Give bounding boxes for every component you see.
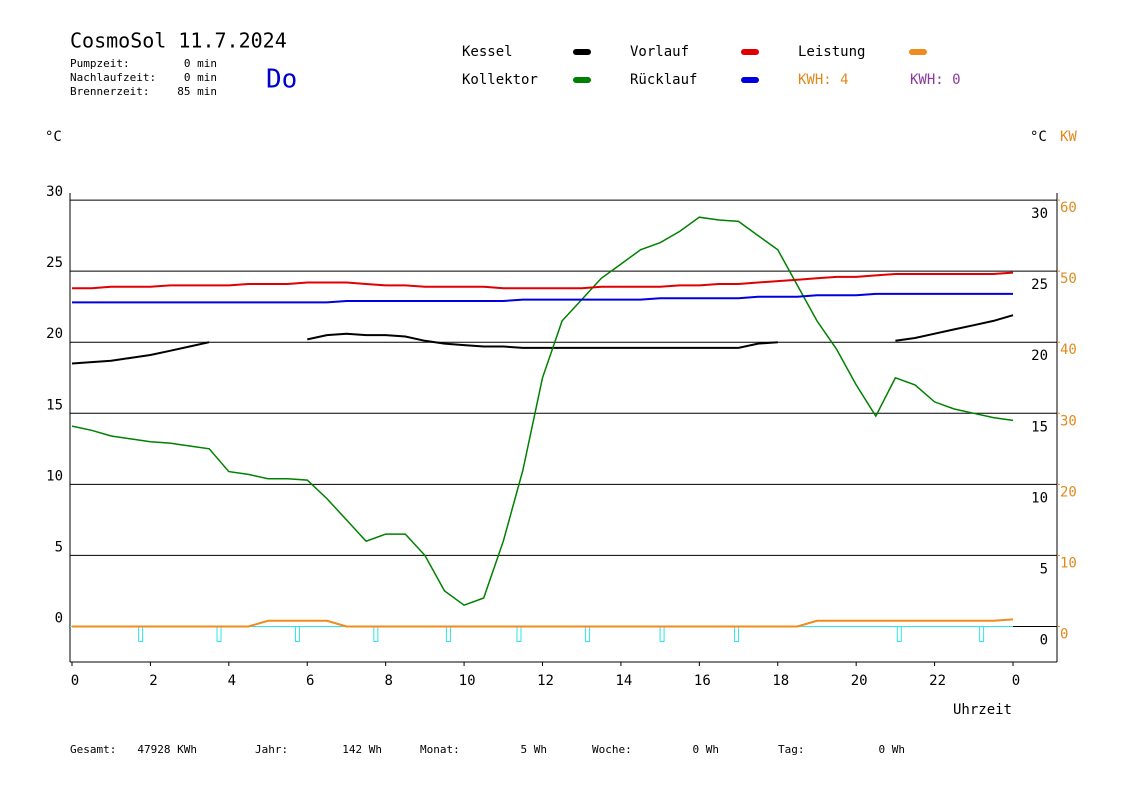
info-value: 0 min [184,71,217,84]
y2-tick-label: 50 [1060,271,1077,287]
series-line [72,618,1014,628]
pump-pulse [734,625,740,642]
footer-value: 0 Wh [693,743,720,756]
y-tick-label-right: 10 [1031,490,1048,506]
legend-label: Vorlauf [630,44,689,60]
y2-tick-label: 0 [1060,626,1068,642]
kwh-label: KWH: 4 [798,72,849,88]
y-tick-label-right: 30 [1031,206,1048,222]
y-tick-label: 5 [55,539,63,555]
x-tick-label: 20 [851,673,868,689]
y2-tick-label: 20 [1060,484,1077,500]
x-tick-label: 6 [306,673,314,689]
y2-unit: KW [1060,129,1077,145]
legend-label: Kessel [462,44,513,60]
y-unit-right: °C [1030,129,1047,145]
series-line [72,292,1013,304]
footer-label: Woche: [592,743,632,756]
info-label: Brennerzeit: [70,85,149,98]
x-tick-label: 22 [929,673,946,689]
y-tick-label-right: 5 [1040,561,1048,577]
day: Do [266,65,297,95]
x-tick-label: 2 [149,673,157,689]
y-tick-label-right: 25 [1031,277,1048,293]
pump-pulse [445,625,451,642]
x-tick-label: 0 [1012,673,1020,689]
legend-label: Leistung [798,44,865,60]
series-line [71,216,1014,607]
series-line [72,271,1014,290]
y-tick-label-right: 0 [1040,632,1048,648]
footer-label: Jahr: [255,743,288,756]
info-label: Pumpzeit: [70,57,130,70]
info-label: Nachlaufzeit: [70,71,156,84]
pump-pulse [216,625,222,642]
pump-pulse [373,625,379,642]
pump-pulse [896,625,902,642]
y-tick-label: 15 [46,397,63,413]
y-tick-label: 10 [46,468,63,484]
pump-pulse [294,625,300,642]
x-tick-label: 8 [384,673,392,689]
y2-tick-label: 60 [1060,200,1077,216]
info-value: 85 min [177,85,217,98]
x-tick-label: 18 [772,673,789,689]
pump-pulse [138,625,144,642]
pump-pulse [979,625,985,642]
kwh-label: KWH: 0 [910,72,961,88]
pump-pulse [516,625,522,642]
x-tick-label: 16 [694,673,711,689]
x-label: Uhrzeit [953,702,1012,718]
x-tick-label: 12 [537,673,554,689]
footer-label: Tag: [778,743,805,756]
info-value: 0 min [184,57,217,70]
title: CosmoSol 11.7.2024 [70,29,287,53]
y-tick-label: 30 [46,184,63,200]
x-tick-label: 10 [459,673,476,689]
y-unit: °C [45,129,62,145]
y-tick-label: 25 [46,255,63,271]
y-tick-label-right: 20 [1031,348,1048,364]
footer-value: 47928 KWh [137,743,197,756]
y-tick-label: 20 [46,326,63,342]
y-tick-label-right: 15 [1031,419,1048,435]
y2-tick-label: 40 [1060,342,1077,358]
y2-tick-label: 10 [1060,555,1077,571]
x-tick-label: 0 [71,673,79,689]
series-line [71,314,1014,365]
legend-label: Rücklauf [630,72,697,88]
x-tick-label: 14 [615,673,632,689]
footer-value: 5 Wh [521,743,548,756]
y2-tick-label: 30 [1060,413,1077,429]
footer-value: 0 Wh [879,743,906,756]
pump-pulse [659,625,665,642]
footer-value: 142 Wh [342,743,382,756]
footer-label: Monat: [420,743,460,756]
pump-pulse [585,625,591,642]
legend-label: Kollektor [462,72,538,88]
x-tick-label: 4 [228,673,236,689]
footer-label: Gesamt: [70,743,116,756]
y-tick-label: 0 [55,610,63,626]
